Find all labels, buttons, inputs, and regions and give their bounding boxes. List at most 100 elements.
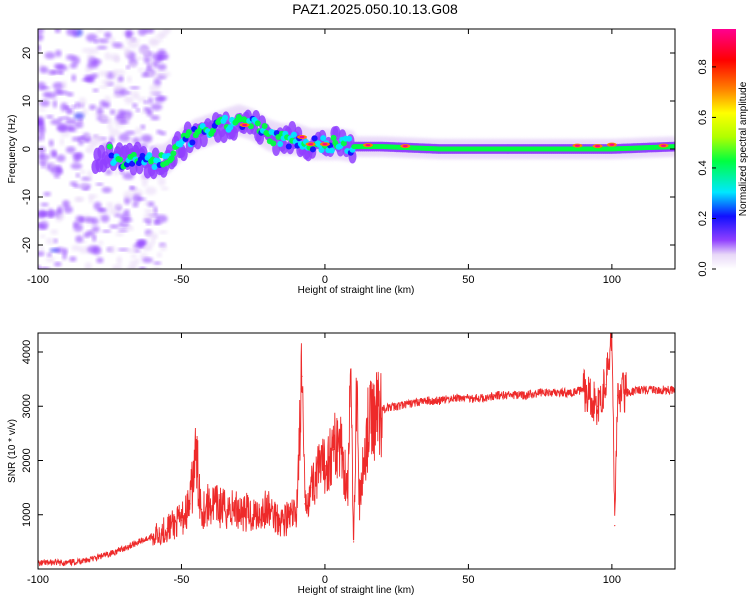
heatmap-cell bbox=[60, 102, 68, 112]
heatmap-cell bbox=[153, 234, 158, 240]
heatmap-cell bbox=[125, 249, 137, 254]
heatmap-cell bbox=[71, 104, 76, 109]
heatmap-cell bbox=[318, 146, 325, 153]
heatmap-cell bbox=[50, 166, 63, 176]
heatmap-cell bbox=[131, 194, 142, 203]
heatmap-cell bbox=[69, 256, 77, 262]
heatmap-cell bbox=[168, 155, 175, 162]
heatmap-cell bbox=[38, 154, 51, 160]
heatmap-cell bbox=[45, 256, 56, 263]
colorbar-tick-label: 0.4 bbox=[697, 160, 709, 175]
heatmap-cell bbox=[93, 201, 102, 211]
heatmap-cell bbox=[112, 69, 118, 79]
snr-data-point bbox=[301, 375, 303, 378]
heatmap-cell bbox=[89, 47, 100, 54]
heatmap-cell bbox=[141, 180, 148, 187]
heatmap-cell bbox=[288, 120, 297, 135]
heatmap-cell bbox=[104, 95, 111, 103]
heatmap-cell bbox=[38, 159, 48, 165]
heatmap-cell bbox=[49, 248, 60, 253]
heatmap-cell bbox=[142, 257, 154, 263]
heatmap-cell bbox=[86, 230, 94, 237]
heatmap-cell bbox=[156, 252, 163, 258]
heatmap-cell bbox=[38, 146, 46, 155]
snr-data-point bbox=[625, 392, 627, 394]
snr-y-tick-label: 1000 bbox=[21, 503, 33, 527]
snr-data-point bbox=[358, 503, 360, 505]
heatmap-cell bbox=[101, 186, 112, 194]
heatmap-cell bbox=[146, 63, 152, 70]
heatmap-cell bbox=[78, 246, 90, 254]
spectrogram-y-tick-label: 10 bbox=[21, 95, 33, 107]
heatmap-cell bbox=[137, 67, 144, 73]
snr-data-point bbox=[568, 392, 570, 394]
heatmap-cell bbox=[63, 248, 68, 254]
snr-data-point bbox=[252, 514, 254, 516]
snr-data-point bbox=[281, 519, 283, 521]
heatmap-cell bbox=[49, 210, 57, 217]
heatmap-cell bbox=[152, 60, 160, 68]
heatmap-cell bbox=[73, 223, 83, 232]
heatmap-cell bbox=[104, 31, 112, 39]
heatmap-cell bbox=[106, 117, 113, 124]
heatmap-cell bbox=[330, 134, 337, 141]
heatmap-cell bbox=[88, 104, 97, 111]
heatmap-cell bbox=[92, 233, 97, 243]
spectrogram-x-tick-label: 50 bbox=[462, 274, 474, 286]
snr-data-point bbox=[439, 400, 441, 402]
colorbar-ticks: 0.0 0.2 0.4 0.6 0.8 bbox=[697, 59, 716, 277]
heatmap-cell bbox=[41, 162, 46, 169]
heatmap-cell bbox=[103, 101, 111, 109]
heatmap-cell bbox=[40, 86, 50, 90]
snr-data-point bbox=[152, 535, 154, 538]
snr-data-point bbox=[324, 465, 326, 467]
snr-data-point bbox=[51, 561, 53, 564]
heatmap-cell bbox=[106, 201, 114, 209]
snr-y-tick-label: 4000 bbox=[21, 340, 33, 364]
heatmap-cell bbox=[132, 103, 138, 108]
heatmap-cell bbox=[66, 92, 74, 97]
heatmap-cell bbox=[160, 186, 169, 191]
heatmap-cell bbox=[346, 135, 353, 142]
heatmap-cell bbox=[156, 129, 162, 135]
snr-data-point bbox=[223, 508, 226, 510]
heatmap-cell bbox=[117, 228, 129, 233]
heatmap-cell bbox=[146, 152, 153, 159]
heatmap-cell bbox=[138, 266, 147, 269]
spectrogram-y-axis-label: Frequency (Hz) bbox=[7, 115, 18, 184]
heatmap-cell bbox=[133, 243, 143, 249]
heatmap-cell bbox=[129, 259, 138, 269]
heatmap-cell bbox=[55, 49, 62, 58]
heatmap-cell bbox=[71, 74, 77, 82]
heatmap-cell bbox=[185, 129, 192, 136]
heatmap-cell bbox=[88, 195, 94, 204]
snr-frame bbox=[37, 332, 676, 570]
heatmap-cell bbox=[320, 135, 327, 142]
heatmap-cell bbox=[39, 66, 49, 74]
heatmap-cell bbox=[125, 65, 131, 70]
heatmap-cell bbox=[86, 33, 98, 42]
heatmap-cell bbox=[118, 133, 130, 142]
heatmap-cell bbox=[309, 146, 316, 153]
spectrogram-y-tick-label: -20 bbox=[21, 237, 33, 253]
heatmap-cell bbox=[66, 29, 75, 36]
heatmap-cell bbox=[56, 154, 66, 163]
heatmap-cell bbox=[153, 206, 158, 215]
colorbar-tick-label: 0.2 bbox=[697, 211, 709, 226]
heatmap-cell bbox=[120, 88, 128, 96]
heatmap-cell bbox=[79, 169, 86, 175]
snr-data-point bbox=[266, 508, 269, 510]
snr-data-point bbox=[80, 560, 82, 562]
heatmap-cell bbox=[59, 138, 65, 146]
snr-data-point bbox=[189, 503, 191, 505]
heatmap-cell bbox=[135, 108, 141, 113]
snr-data-point bbox=[318, 470, 320, 472]
heatmap-cell bbox=[52, 81, 65, 90]
heatmap-cell bbox=[118, 109, 125, 117]
heatmap-cell bbox=[44, 51, 56, 60]
snr-y-axis-label: SNR (10 * v/v) bbox=[7, 419, 18, 483]
snr-data-point bbox=[109, 553, 111, 555]
heatmap-cell bbox=[129, 160, 136, 167]
heatmap-cell bbox=[285, 143, 292, 150]
